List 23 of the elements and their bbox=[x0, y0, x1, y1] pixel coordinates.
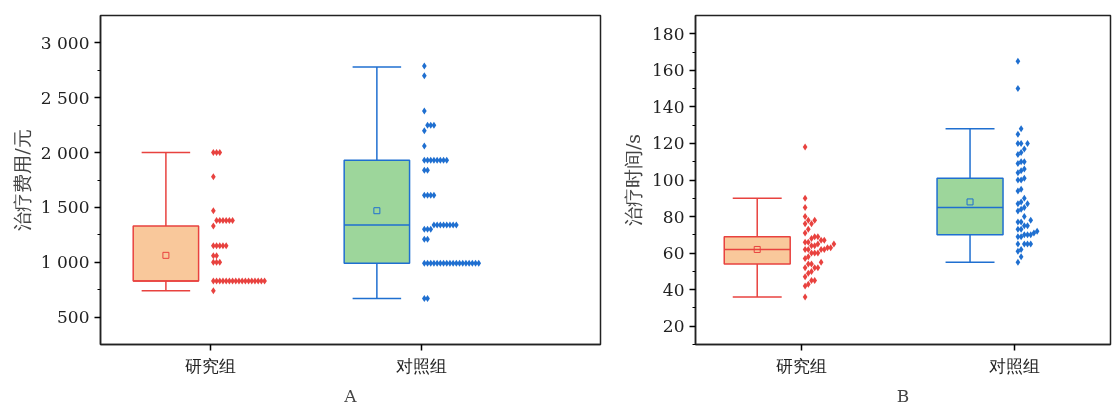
y-tick-label: 120 bbox=[652, 133, 685, 154]
y-tick-label: 140 bbox=[652, 96, 685, 117]
y-tick-label: 3 000 bbox=[40, 32, 90, 53]
y-tick-label: 2 000 bbox=[40, 142, 90, 163]
y-tick-label: 60 bbox=[662, 243, 685, 264]
x-tick-label: 对照组 bbox=[989, 355, 1041, 376]
x-tick-label: 对照组 bbox=[395, 355, 447, 376]
y-tick-label: 500 bbox=[57, 307, 90, 328]
y-tick-label: 180 bbox=[652, 23, 685, 44]
text: B bbox=[896, 385, 910, 406]
y-tick-label: 80 bbox=[662, 206, 685, 227]
y-axis-title: 治疗费用/元 bbox=[10, 129, 33, 231]
y-axis-title: 治疗时间/s bbox=[622, 133, 645, 227]
x-tick-label: 研究组 bbox=[184, 355, 236, 376]
y-tick-label: 100 bbox=[652, 170, 685, 190]
text: A bbox=[343, 385, 358, 406]
y-tick-label: 1 500 bbox=[40, 197, 90, 218]
x-tick-label: 研究组 bbox=[776, 355, 828, 376]
y-tick-label: 160 bbox=[652, 60, 685, 81]
y-tick-label: 2 500 bbox=[40, 87, 90, 108]
y-tick-label: 20 bbox=[662, 316, 685, 337]
y-tick-label: 40 bbox=[662, 279, 685, 300]
y-tick-label: 1 000 bbox=[40, 252, 90, 273]
